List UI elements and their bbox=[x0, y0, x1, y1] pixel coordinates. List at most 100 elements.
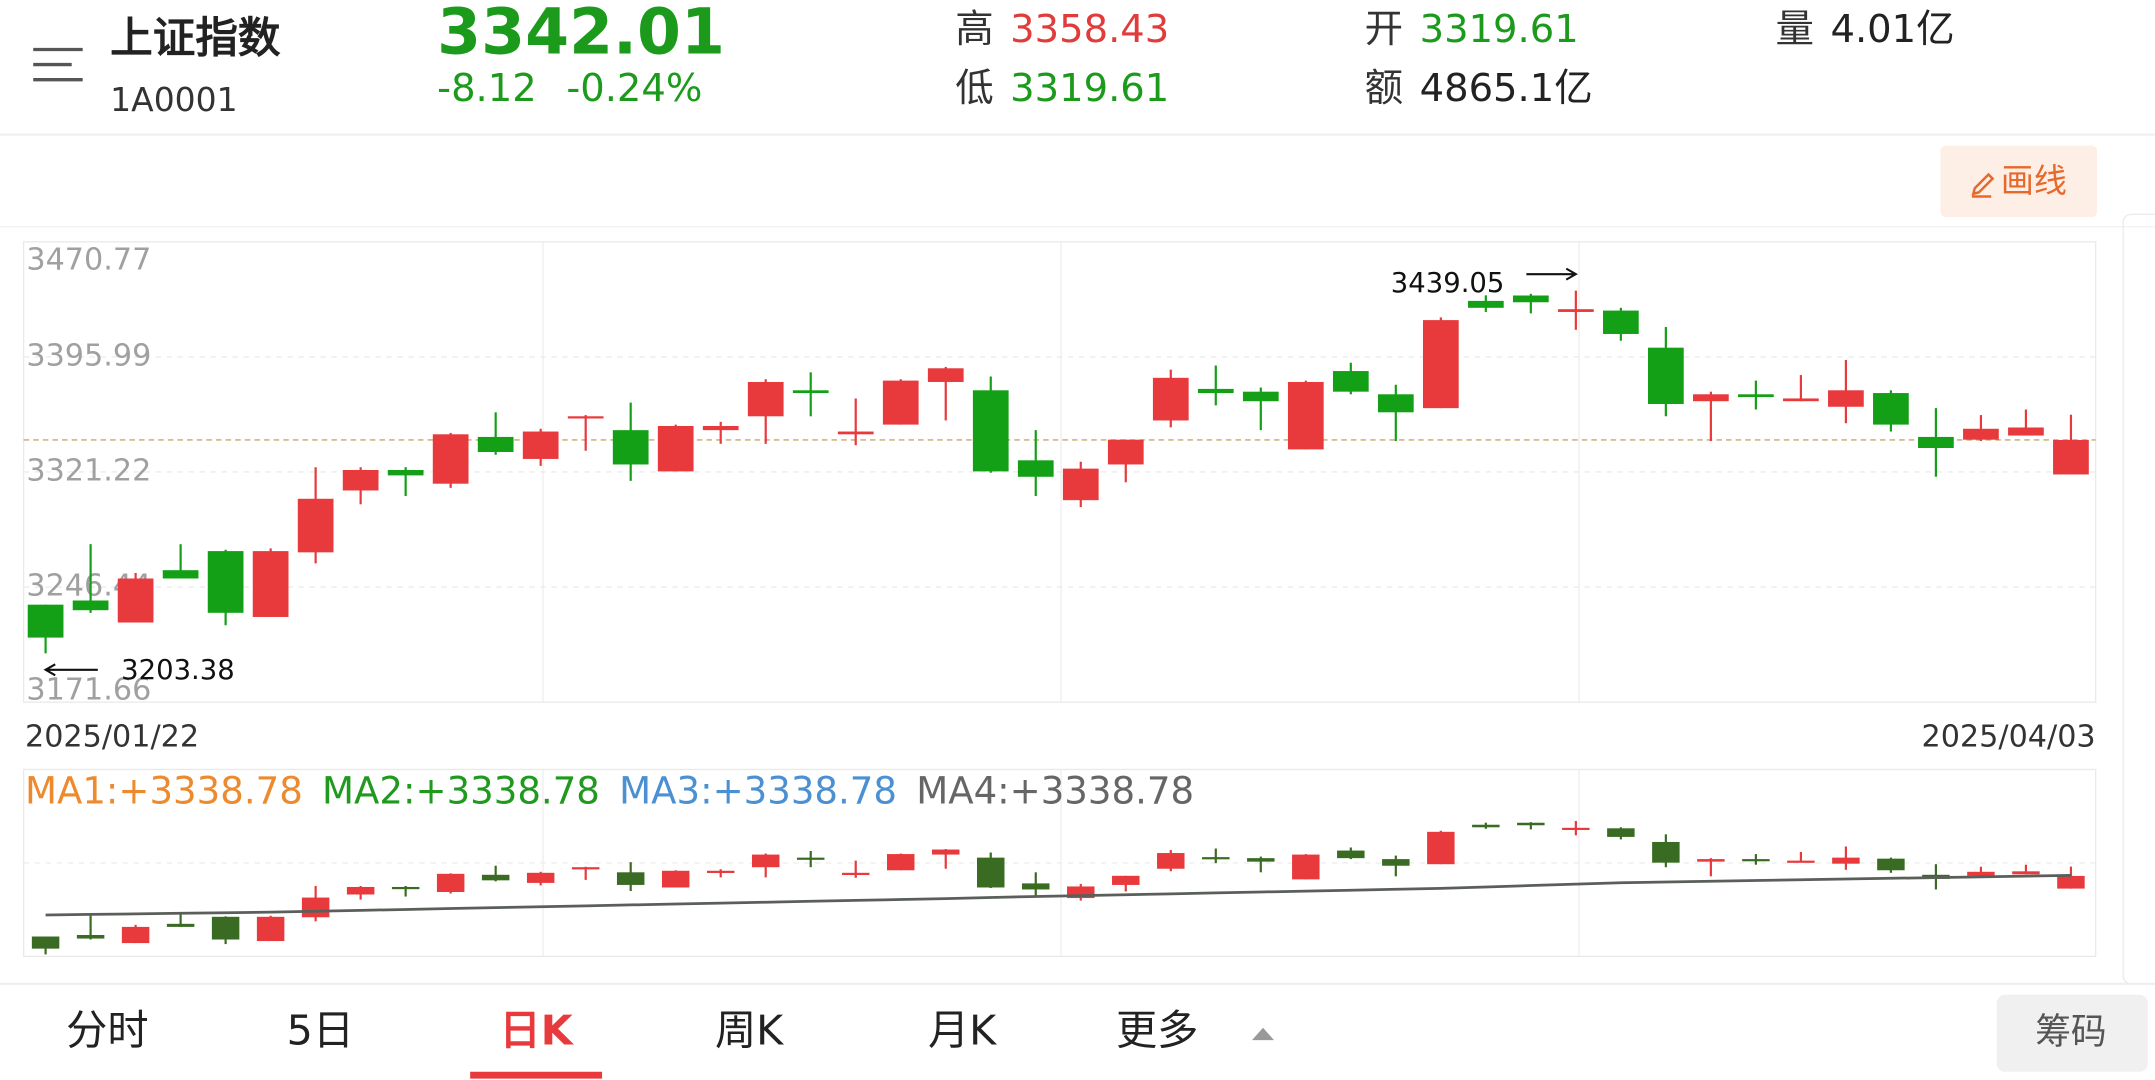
chip-button[interactable] bbox=[1996, 994, 2148, 1072]
mini-candle-body bbox=[1562, 827, 1590, 830]
candle-body bbox=[1377, 394, 1414, 413]
candle-body bbox=[342, 470, 379, 491]
candle-body bbox=[72, 600, 109, 611]
mini-candle-body bbox=[436, 873, 465, 893]
candle-body bbox=[747, 381, 784, 417]
candle-body bbox=[1918, 436, 1954, 449]
y-tick-label: 3395.99 bbox=[26, 338, 151, 373]
change-pct: -0.24% bbox=[566, 66, 702, 111]
mini-candle-body bbox=[1832, 857, 1860, 864]
tab[interactable]: 5日 bbox=[287, 1006, 354, 1054]
mini-candle-body bbox=[1022, 883, 1050, 890]
stat-label: 低 bbox=[955, 66, 993, 111]
mini-candle-body bbox=[1067, 886, 1095, 899]
min-arrow bbox=[43, 663, 98, 677]
candle-body bbox=[1783, 398, 1819, 402]
candle-body bbox=[387, 470, 424, 476]
candle-body bbox=[1693, 394, 1729, 402]
candle-body bbox=[972, 390, 1009, 472]
mini-candle-body bbox=[526, 872, 555, 883]
candle-body bbox=[1107, 439, 1144, 465]
candle-body bbox=[792, 390, 829, 394]
mini-candle-body bbox=[346, 886, 375, 895]
stat-label: 量 bbox=[1776, 7, 1814, 52]
title: 上证指数 bbox=[110, 14, 281, 64]
tab[interactable]: 日K bbox=[500, 1006, 575, 1054]
ma-legend: MA2:+3338.78 bbox=[322, 769, 600, 812]
max-label: 3439.05 bbox=[1391, 267, 1505, 299]
mini-candle-body bbox=[1607, 828, 1635, 837]
mini-candle-body bbox=[661, 870, 690, 888]
min-label: 3203.38 bbox=[121, 654, 235, 686]
chip-button-label[interactable]: 筹码 bbox=[2035, 1011, 2106, 1052]
mini-candle-body bbox=[76, 934, 105, 939]
tab[interactable]: 更多 bbox=[1116, 1006, 1198, 1054]
candle-body bbox=[27, 604, 64, 638]
stat-value: 3319.61 bbox=[1010, 66, 1169, 111]
mini-candle-body bbox=[706, 870, 735, 873]
stat-label: 高 bbox=[955, 7, 993, 52]
tab-underline bbox=[470, 1071, 603, 1079]
ma-legend: MA1:+3338.78 bbox=[25, 769, 303, 812]
candle-body bbox=[117, 578, 154, 623]
candle-body bbox=[1602, 310, 1639, 334]
candle-body bbox=[1467, 300, 1504, 308]
more-triangle bbox=[1252, 1027, 1274, 1041]
draw-button[interactable] bbox=[1940, 145, 2098, 218]
mini-candle-body bbox=[932, 849, 960, 855]
stat-value: 3358.43 bbox=[1010, 7, 1169, 52]
candle-body bbox=[927, 368, 964, 382]
mini-candle-body bbox=[1787, 860, 1815, 863]
ma-legend: MA4:+3338.78 bbox=[916, 769, 1194, 812]
candle-body bbox=[207, 551, 244, 613]
candle-body bbox=[1512, 295, 1549, 303]
candle-body bbox=[657, 425, 694, 472]
mini-candle-body bbox=[31, 936, 60, 949]
mini-candle-body bbox=[1337, 850, 1365, 859]
candle-body bbox=[2008, 427, 2044, 436]
mini-candle-body bbox=[1517, 822, 1545, 826]
mini-candle-body bbox=[1112, 875, 1140, 885]
tab[interactable]: 月K bbox=[928, 1006, 997, 1054]
candle-body bbox=[1873, 393, 1909, 425]
candle-body bbox=[612, 430, 649, 465]
candle-body bbox=[1062, 468, 1099, 501]
mini-candle-body bbox=[1157, 853, 1185, 869]
mini-candle-body bbox=[2057, 875, 2085, 889]
mini-candle-body bbox=[166, 923, 195, 927]
tab[interactable]: 周K bbox=[715, 1006, 784, 1054]
mini-candle-body bbox=[1742, 859, 1770, 862]
candle-body bbox=[1828, 390, 1864, 407]
mini-candle-body bbox=[1967, 871, 1995, 876]
mini-candle-body bbox=[391, 886, 420, 890]
change: -8.12 bbox=[437, 66, 537, 111]
candle-body bbox=[522, 431, 559, 459]
mini-candle-body bbox=[571, 867, 600, 870]
candle-body bbox=[1422, 320, 1459, 409]
mini-candle-body bbox=[1247, 858, 1275, 862]
mini-candle-body bbox=[2012, 871, 2040, 875]
candle-body bbox=[1152, 377, 1189, 421]
candle-body bbox=[477, 436, 514, 453]
mini-candle-body bbox=[1877, 858, 1905, 871]
price: 3342.01 bbox=[437, 0, 725, 68]
mini-candle-body bbox=[256, 916, 285, 942]
candle-body bbox=[1332, 371, 1369, 392]
pencil-icon bbox=[1971, 172, 1995, 198]
stat-label: 额 bbox=[1365, 66, 1403, 111]
candle-body bbox=[1197, 388, 1234, 394]
mini-candle-body bbox=[481, 874, 510, 881]
mini-candle-body bbox=[977, 857, 1005, 888]
mini-candle-body bbox=[796, 857, 825, 860]
candle-body bbox=[1287, 381, 1324, 450]
candle-body bbox=[1242, 391, 1279, 402]
menu-icon[interactable] bbox=[33, 47, 83, 82]
mini-candle-body bbox=[616, 872, 645, 885]
x-tick-label: 2025/04/03 bbox=[1921, 719, 2095, 754]
candle-body bbox=[1648, 347, 1684, 404]
y-tick-label: 3470.77 bbox=[26, 243, 151, 278]
tab[interactable]: 分时 bbox=[66, 1006, 148, 1054]
mini-candle-body bbox=[211, 916, 240, 940]
